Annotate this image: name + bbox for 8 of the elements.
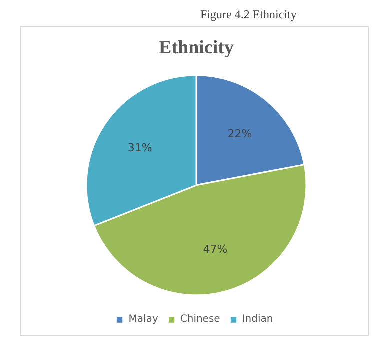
- data-label: 22%: [228, 127, 252, 140]
- caption: Figure 4.2 Ethnicity: [200, 8, 297, 22]
- legend-label: Indian: [242, 314, 274, 325]
- legend-label: Malay: [128, 314, 158, 325]
- chart-title: Ethnicity: [159, 38, 234, 59]
- legend-label: Chinese: [180, 314, 220, 325]
- data-label: 47%: [203, 243, 228, 256]
- data-label: 31%: [128, 141, 152, 154]
